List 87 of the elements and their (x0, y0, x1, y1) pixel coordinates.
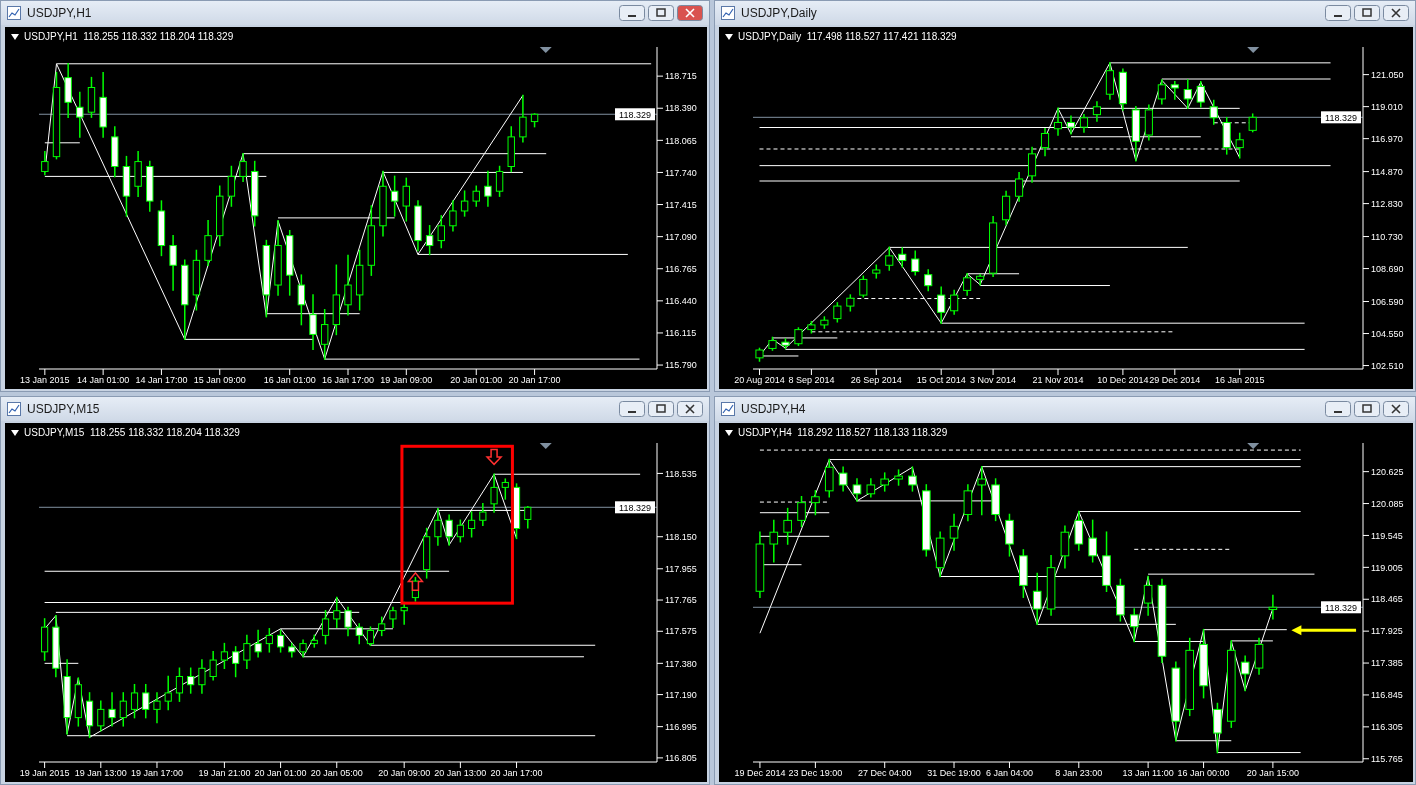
x-tick-label: 19 Jan 2015 (19, 768, 70, 779)
y-tick-label: 112.830 (1371, 198, 1403, 209)
y-tick-label: 110.730 (1371, 231, 1403, 242)
x-tick-label: 10 Dec 2014 (1097, 375, 1149, 386)
x-tick-label: 23 Dec 19:00 (788, 768, 843, 779)
y-tick-label: 117.575 (665, 626, 697, 637)
x-tick-label: 19 Jan 21:00 (198, 768, 251, 779)
y-tick-label: 118.390 (665, 103, 697, 114)
chart-title: USDJPY,Daily (741, 6, 817, 20)
y-tick-label: 117.415 (665, 199, 697, 210)
x-tick-label: 13 Jan 2015 (20, 375, 70, 386)
y-tick-label: 116.845 (1371, 690, 1403, 701)
y-tick-label: 117.955 (665, 563, 697, 574)
x-tick-label: 21 Nov 2014 (1032, 375, 1084, 386)
chart-subtitle: USDJPY,M15 118.255 118.332 118.204 118.329 (24, 427, 240, 438)
ref-line-label: 118.329 (619, 109, 651, 120)
y-tick-label: 104.550 (1371, 328, 1404, 339)
y-tick-label: 119.010 (1371, 101, 1403, 112)
y-tick-label: 116.440 (665, 296, 697, 307)
chart-title: USDJPY,M15 (27, 402, 100, 416)
y-tick-label: 116.765 (665, 263, 697, 274)
x-tick-label: 31 Dec 19:00 (927, 768, 981, 779)
x-tick-label: 16 Jan 17:00 (321, 375, 375, 386)
chart-subtitle: USDJPY,H1 118.255 118.332 118.204 118.329 (24, 31, 234, 42)
y-tick-label: 116.970 (1371, 133, 1403, 144)
x-tick-label: 15 Oct 2014 (916, 375, 966, 386)
chart-subtitle: USDJPY,Daily 117.498 118.527 117.421 118.329 (738, 31, 957, 42)
x-tick-label: 20 Jan 17:00 (490, 768, 543, 779)
y-tick-label: 118.065 (665, 135, 697, 146)
y-tick-label: 102.510 (1371, 360, 1404, 371)
x-tick-label: 14 Jan 17:00 (135, 375, 188, 386)
x-tick-label: 19 Dec 2014 (734, 768, 786, 779)
x-tick-label: 8 Jan 23:00 (1055, 768, 1103, 779)
x-tick-label: 20 Jan 01:00 (450, 375, 503, 386)
x-tick-label: 16 Jan 00:00 (1177, 768, 1230, 779)
x-tick-label: 20 Jan 01:00 (254, 768, 307, 779)
x-tick-label: 27 Dec 04:00 (857, 768, 912, 779)
x-tick-label: 20 Jan 17:00 (508, 375, 561, 386)
ref-line-label: 118.329 (619, 502, 651, 513)
y-tick-label: 119.545 (1371, 530, 1403, 541)
y-tick-label: 108.690 (1371, 263, 1404, 274)
chart-title: USDJPY,H1 (27, 6, 92, 20)
x-tick-label: 19 Jan 09:00 (380, 375, 433, 386)
y-tick-label: 114.870 (1371, 166, 1403, 177)
y-tick-label: 120.625 (1371, 466, 1404, 477)
ref-line-label: 118.329 (1325, 112, 1357, 123)
x-tick-label: 20 Jan 09:00 (378, 768, 431, 779)
x-tick-label: 8 Sep 2014 (788, 375, 835, 386)
y-tick-label: 118.465 (1371, 594, 1403, 605)
x-tick-label: 19 Jan 13:00 (74, 768, 127, 779)
y-tick-label: 118.150 (665, 531, 697, 542)
y-tick-label: 117.765 (665, 595, 697, 606)
y-tick-label: 117.925 (1371, 626, 1403, 637)
y-tick-label: 117.190 (665, 689, 697, 700)
y-tick-label: 117.090 (665, 231, 697, 242)
x-tick-label: 14 Jan 01:00 (77, 375, 130, 386)
x-tick-label: 13 Jan 11:00 (1122, 768, 1174, 779)
y-tick-label: 119.005 (1371, 562, 1403, 573)
x-tick-label: 20 Jan 15:00 (1246, 768, 1299, 779)
y-tick-label: 118.535 (665, 468, 697, 479)
x-tick-label: 19 Jan 17:00 (130, 768, 184, 779)
x-tick-label: 29 Dec 2014 (1149, 375, 1201, 386)
y-tick-label: 117.385 (1371, 658, 1403, 669)
y-tick-label: 116.115 (665, 328, 697, 339)
x-tick-label: 16 Jan 2015 (1214, 375, 1265, 386)
y-tick-label: 117.740 (665, 167, 697, 178)
x-tick-label: 16 Jan 01:00 (263, 375, 316, 386)
y-tick-label: 121.050 (1371, 69, 1404, 80)
chart-subtitle: USDJPY,H4 118.292 118.527 118.133 118.329 (738, 427, 948, 438)
y-tick-label: 116.805 (665, 753, 697, 764)
x-tick-label: 20 Aug 2014 (734, 375, 785, 386)
x-tick-label: 20 Jan 05:00 (310, 768, 363, 779)
x-tick-label: 15 Jan 09:00 (193, 375, 246, 386)
y-tick-label: 115.790 (665, 360, 697, 371)
y-tick-label: 116.995 (665, 721, 697, 732)
y-tick-label: 120.085 (1371, 498, 1404, 509)
ref-line-label: 118.329 (1325, 602, 1357, 613)
x-tick-label: 3 Nov 2014 (970, 375, 1017, 386)
chart-title: USDJPY,H4 (741, 402, 806, 416)
y-tick-label: 117.380 (665, 658, 697, 669)
x-tick-label: 20 Jan 13:00 (434, 768, 487, 779)
x-tick-label: 26 Sep 2014 (850, 375, 902, 386)
y-tick-label: 115.765 (1371, 753, 1403, 764)
y-tick-label: 106.590 (1371, 296, 1404, 307)
y-tick-label: 118.715 (665, 71, 697, 82)
x-tick-label: 6 Jan 04:00 (985, 768, 1033, 779)
y-tick-label: 116.305 (1371, 722, 1403, 733)
